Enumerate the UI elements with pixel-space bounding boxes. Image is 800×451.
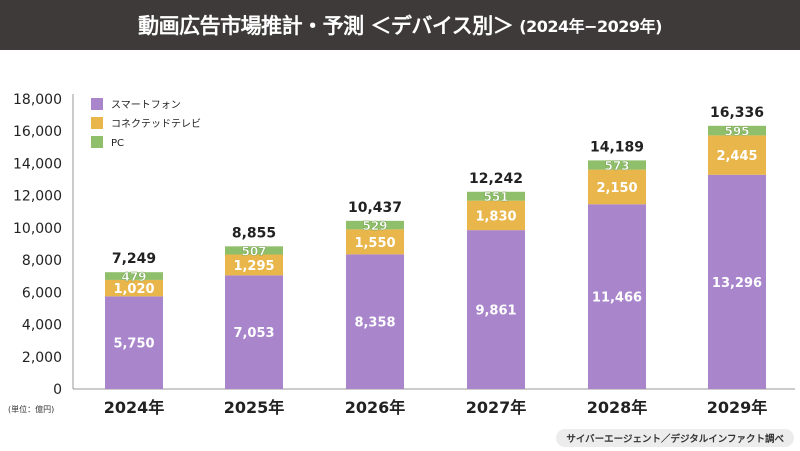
bar-segment (708, 174, 766, 389)
bar-segment (105, 296, 163, 389)
data-label: 551 (483, 190, 508, 204)
y-tick-label: 4,000 (22, 318, 62, 334)
bar-segment (588, 169, 646, 205)
chart-title: 動画広告市場推計・予測 ＜デバイス別＞ (138, 14, 514, 38)
y-unit-label: (単位：億円) (8, 404, 54, 414)
y-tick-label: 8,000 (22, 253, 62, 269)
data-label: 595 (724, 125, 749, 139)
bar-segment (225, 246, 283, 255)
data-label: 9,861 (475, 304, 516, 319)
data-label: 7,053 (233, 326, 274, 341)
data-label: 1,020 (113, 282, 154, 297)
x-tick-label: 2025年 (224, 398, 285, 417)
bar-segment (225, 254, 283, 276)
y-tick-label: 10,000 (13, 221, 62, 237)
data-label: 507 (241, 244, 266, 258)
data-label: 1,295 (233, 259, 274, 274)
bar-segment (346, 229, 404, 255)
x-tick-label: 2028年 (587, 398, 648, 417)
legend-swatch (91, 98, 103, 110)
data-label: 1,830 (475, 209, 516, 224)
data-label: 529 (362, 219, 387, 233)
total-label: 7,249 (112, 251, 156, 267)
total-label: 14,189 (590, 139, 644, 155)
bar-segment (588, 204, 646, 389)
data-label: 13,296 (712, 276, 762, 291)
data-label: 11,466 (592, 291, 642, 306)
bar-segment (467, 230, 525, 389)
legend-label: スマートフォン (111, 100, 181, 111)
bar-segment (346, 254, 404, 389)
legend-label: PC (111, 138, 124, 149)
x-tick-label: 2026年 (345, 398, 406, 417)
total-label: 10,437 (348, 200, 402, 216)
x-tick-label: 2027年 (466, 398, 527, 417)
bar-segment (467, 200, 525, 231)
chart-period: (2024年−2029年) (519, 17, 662, 36)
legend-swatch (91, 117, 103, 129)
legend-label: コネクテッドテレビ (111, 118, 201, 130)
bar-segment (708, 125, 766, 136)
title-bar: 動画広告市場推計・予測 ＜デバイス別＞ (2024年−2029年) (0, 0, 800, 50)
data-label: 8,358 (354, 316, 395, 331)
total-label: 16,336 (710, 105, 764, 121)
y-tick-label: 16,000 (13, 124, 62, 140)
data-label: 2,445 (716, 149, 757, 164)
data-label: 1,550 (354, 236, 395, 251)
bar-segment (225, 275, 283, 389)
bar-segment (346, 220, 404, 230)
y-tick-label: 14,000 (13, 156, 62, 172)
total-label: 8,855 (232, 225, 276, 241)
y-tick-label: 18,000 (13, 92, 62, 108)
y-tick-label: 6,000 (22, 285, 62, 301)
data-label: 573 (604, 159, 629, 173)
bar-segment (105, 272, 163, 280)
bar-segment (467, 191, 525, 201)
data-label: 479 (121, 270, 146, 284)
source-note: サイバーエージェント／デジタルインファクト調べ (556, 429, 794, 447)
total-label: 12,242 (469, 171, 523, 187)
data-label: 2,150 (596, 181, 637, 196)
bar-segment (708, 135, 766, 175)
x-tick-label: 2029年 (707, 398, 768, 417)
y-tick-label: 0 (53, 382, 62, 398)
bar-segment (105, 279, 163, 297)
bar-segment (588, 160, 646, 170)
x-tick-label: 2024年 (104, 398, 165, 417)
y-tick-label: 2,000 (22, 350, 62, 366)
y-tick-label: 12,000 (13, 189, 62, 205)
data-label: 5,750 (113, 337, 154, 352)
legend-swatch (91, 136, 103, 148)
